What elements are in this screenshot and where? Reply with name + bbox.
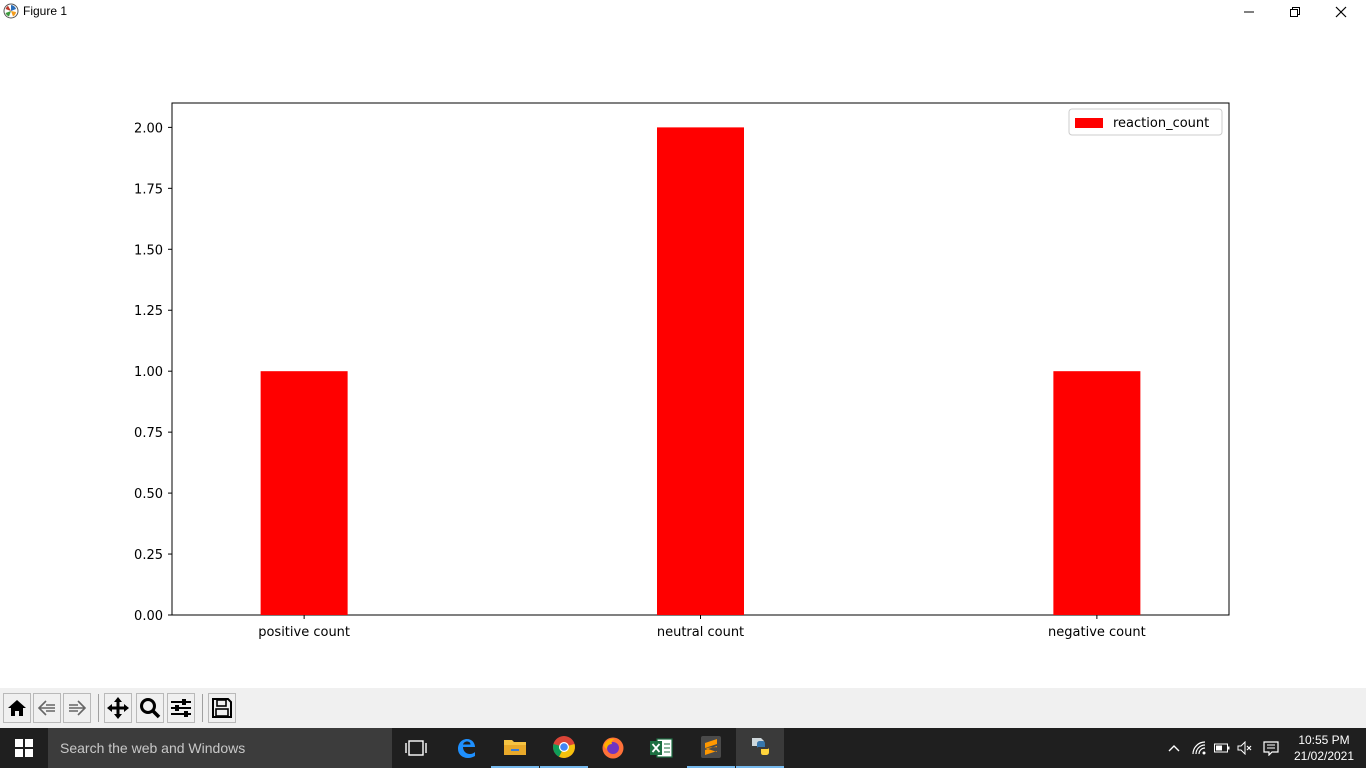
python-app[interactable] [736, 728, 784, 768]
sliders-icon [171, 699, 191, 717]
y-tick-label: 0.50 [134, 487, 163, 502]
save-button[interactable] [208, 693, 236, 723]
windows-logo-icon [15, 739, 33, 757]
chrome-app[interactable] [540, 728, 588, 768]
matplotlib-logo-icon [3, 3, 19, 19]
volume-button[interactable] [1236, 738, 1254, 758]
show-hidden-icons-button[interactable] [1165, 738, 1183, 758]
arrow-left-icon [37, 700, 55, 716]
close-icon [1335, 6, 1347, 18]
y-tick-label: 0.25 [134, 548, 163, 563]
navigation-toolbar [0, 688, 1366, 728]
figure-canvas[interactable]: 0.00 0.25 0.50 0.75 1.00 1.25 1.50 1.75 2.00 posi… [0, 24, 1366, 688]
y-tick-label: 1.00 [134, 365, 163, 380]
task-view-icon [405, 740, 427, 756]
y-tick-label: 0.75 [134, 426, 163, 441]
chevron-up-icon [1168, 745, 1180, 752]
search-placeholder: Search the web and Windows [60, 740, 246, 756]
firefox-app[interactable] [589, 728, 637, 768]
configure-subplots-button[interactable] [167, 693, 195, 723]
home-icon [8, 700, 26, 716]
battery-button[interactable] [1213, 738, 1231, 758]
start-button[interactable] [0, 728, 48, 768]
sublime-text-app[interactable] [687, 728, 735, 768]
y-tick-label: 0.00 [134, 609, 163, 624]
legend-swatch [1075, 118, 1103, 128]
back-button[interactable] [33, 693, 61, 723]
forward-button[interactable] [63, 693, 91, 723]
search-box[interactable]: Search the web and Windows [48, 728, 392, 768]
home-button[interactable] [3, 693, 31, 723]
bar-negative-count [1053, 371, 1141, 615]
move-icon [107, 697, 129, 719]
system-clock[interactable]: 10:55 PM 21/02/2021 [1284, 732, 1364, 764]
y-tick-label: 1.75 [134, 182, 163, 197]
title-bar: Figure 1 [0, 0, 1366, 24]
clock-time: 10:55 PM [1298, 733, 1350, 747]
y-tick-label: 1.50 [134, 243, 163, 258]
excel-icon [650, 738, 673, 758]
toolbar-separator [98, 694, 99, 722]
bar-chart: 0.00 0.25 0.50 0.75 1.00 1.25 1.50 1.75 2.00 posi… [134, 102, 1230, 640]
zoom-button[interactable] [136, 693, 164, 723]
x-tick-label: negative count [1048, 625, 1146, 640]
minimize-button[interactable] [1226, 0, 1272, 24]
x-tick-label: neutral count [657, 625, 744, 640]
taskbar: Search the web and Windows [0, 728, 1366, 768]
y-tick-label: 1.25 [134, 304, 163, 319]
magnifier-icon [140, 698, 161, 719]
floppy-disk-icon [212, 698, 232, 718]
restore-icon [1290, 7, 1300, 17]
x-tick-label: positive count [258, 625, 350, 640]
volume-muted-icon [1237, 741, 1252, 755]
window-title: Figure 1 [23, 4, 68, 18]
close-button[interactable] [1318, 0, 1364, 24]
excel-app[interactable] [637, 728, 685, 768]
edge-app[interactable] [442, 728, 490, 768]
sublime-icon [701, 736, 721, 758]
y-tick-label: 2.00 [134, 121, 163, 136]
network-button[interactable] [1190, 738, 1208, 758]
task-view-button[interactable] [392, 728, 440, 768]
chrome-icon [553, 736, 575, 758]
wifi-icon [1192, 741, 1206, 755]
battery-icon [1214, 743, 1230, 753]
minimize-icon [1244, 11, 1254, 13]
restore-button[interactable] [1272, 0, 1318, 24]
folder-icon [504, 740, 526, 755]
firefox-icon [602, 737, 624, 759]
notification-icon [1263, 741, 1279, 756]
clock-date: 21/02/2021 [1293, 749, 1355, 763]
legend-label: reaction_count [1113, 116, 1209, 131]
toolbar-separator [202, 694, 203, 722]
python-icon [752, 738, 769, 755]
file-explorer-app[interactable] [491, 728, 539, 768]
bar-neutral-count [657, 127, 744, 615]
arrow-right-icon [69, 700, 87, 716]
legend-box [1068, 108, 1223, 136]
edge-icon [458, 739, 475, 758]
bar-positive-count [260, 371, 348, 615]
action-center-button[interactable] [1262, 738, 1280, 758]
pan-button[interactable] [104, 693, 132, 723]
